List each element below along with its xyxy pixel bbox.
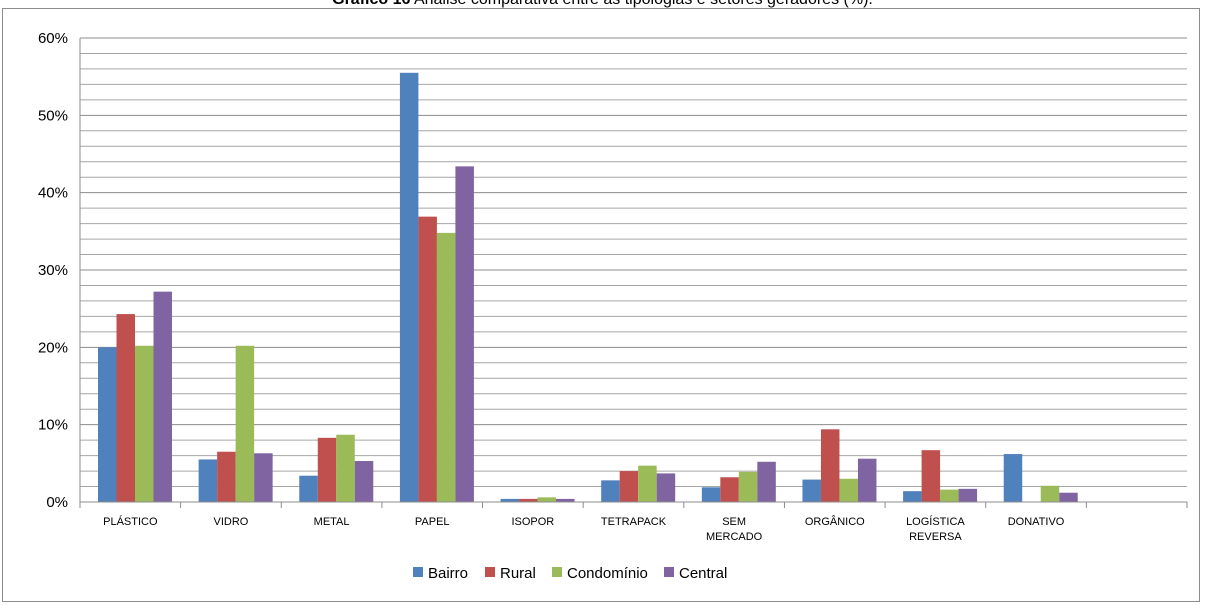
bar-bairro bbox=[198, 459, 218, 502]
y-tick-label: 20% bbox=[38, 339, 68, 356]
bar-central bbox=[1059, 492, 1078, 502]
legend-swatch bbox=[552, 567, 562, 577]
bar-condom-nio bbox=[738, 471, 758, 502]
bar-rural bbox=[921, 450, 941, 502]
x-tick-label: REVERSA bbox=[909, 531, 962, 543]
x-tick-label: PLÁSTICO bbox=[103, 515, 158, 528]
y-tick-label: 30% bbox=[38, 262, 68, 279]
bar-central bbox=[354, 461, 374, 502]
y-tick-label: 60% bbox=[38, 30, 68, 47]
axes: 0% 10% 20% 30% 40% 50% 60% PLÁSTICO VIDRO METAL PA… bbox=[38, 30, 1188, 543]
bar-bairro bbox=[903, 491, 922, 502]
bar-central bbox=[153, 291, 172, 502]
caption-text: Análise comparativa entre as tipologias … bbox=[414, 0, 873, 8]
bar-central bbox=[556, 498, 575, 502]
x-tick-label: DONATIVO bbox=[1008, 516, 1065, 528]
bar-bairro bbox=[1003, 454, 1023, 502]
bar-condom-nio bbox=[1040, 485, 1060, 502]
bar-rural bbox=[720, 477, 739, 502]
y-tick-label: 10% bbox=[38, 417, 68, 434]
y-tick-label: 50% bbox=[38, 107, 68, 124]
y-tick-label: 0% bbox=[46, 494, 68, 511]
bars bbox=[98, 72, 1078, 503]
x-tick-label: PAPEL bbox=[415, 516, 450, 528]
x-tick-label: VIDRO bbox=[214, 516, 249, 528]
bar-bairro bbox=[98, 347, 117, 502]
bar-condom-nio bbox=[638, 465, 657, 502]
bar-bairro bbox=[802, 479, 821, 502]
bar-bairro bbox=[701, 487, 721, 502]
legend-label: Central bbox=[679, 565, 727, 582]
bar-rural bbox=[418, 216, 437, 502]
bar-central bbox=[455, 166, 474, 502]
bar-condom-nio bbox=[839, 478, 858, 502]
bar-rural bbox=[519, 498, 538, 502]
x-tick-label: ORGÂNICO bbox=[805, 515, 865, 528]
legend-label: Bairro bbox=[428, 565, 468, 582]
bar-rural bbox=[619, 471, 639, 502]
y-tick-label: 40% bbox=[38, 185, 68, 202]
bar-rural bbox=[317, 437, 337, 502]
bar-bairro bbox=[601, 480, 620, 502]
legend-swatch bbox=[485, 567, 495, 577]
x-tick-label: METAL bbox=[314, 516, 350, 528]
x-tick-label: TETRAPACK bbox=[601, 516, 667, 528]
bar-central bbox=[857, 458, 877, 502]
x-tick-label: LOGÍSTICA bbox=[906, 515, 965, 528]
legend-swatch bbox=[664, 567, 674, 577]
legend-label: Condomínio bbox=[567, 565, 648, 582]
bar-condom-nio bbox=[537, 497, 557, 502]
legend-label: Rural bbox=[500, 565, 536, 582]
legend-swatch bbox=[413, 567, 423, 577]
bar-condom-nio bbox=[336, 434, 355, 502]
bar-bairro bbox=[399, 72, 419, 503]
caption-label: Gráfico 16 bbox=[332, 0, 410, 8]
bar-rural bbox=[820, 429, 840, 502]
x-tick-label: MERCADO bbox=[706, 531, 763, 543]
x-tick-label: SEM bbox=[722, 516, 746, 528]
bar-central bbox=[757, 461, 776, 502]
bar-bairro bbox=[500, 498, 520, 502]
bar-condom-nio bbox=[436, 232, 456, 502]
x-tick-label: ISOPOR bbox=[511, 516, 554, 528]
legend: Bairro Rural Condomínio Central bbox=[413, 565, 727, 582]
bar-condom-nio bbox=[940, 489, 959, 502]
bar-bairro bbox=[299, 475, 318, 502]
bar-condom-nio bbox=[135, 345, 154, 502]
chart-frame bbox=[2, 8, 1200, 602]
bar-rural bbox=[116, 314, 135, 502]
bar-condom-nio bbox=[235, 345, 255, 502]
bar-central bbox=[254, 453, 273, 502]
figure-caption: Gráfico 16 Análise comparativa entre as … bbox=[0, 0, 1205, 9]
bar-central bbox=[656, 473, 676, 502]
bar-central bbox=[958, 488, 978, 502]
bar-rural bbox=[217, 451, 236, 502]
